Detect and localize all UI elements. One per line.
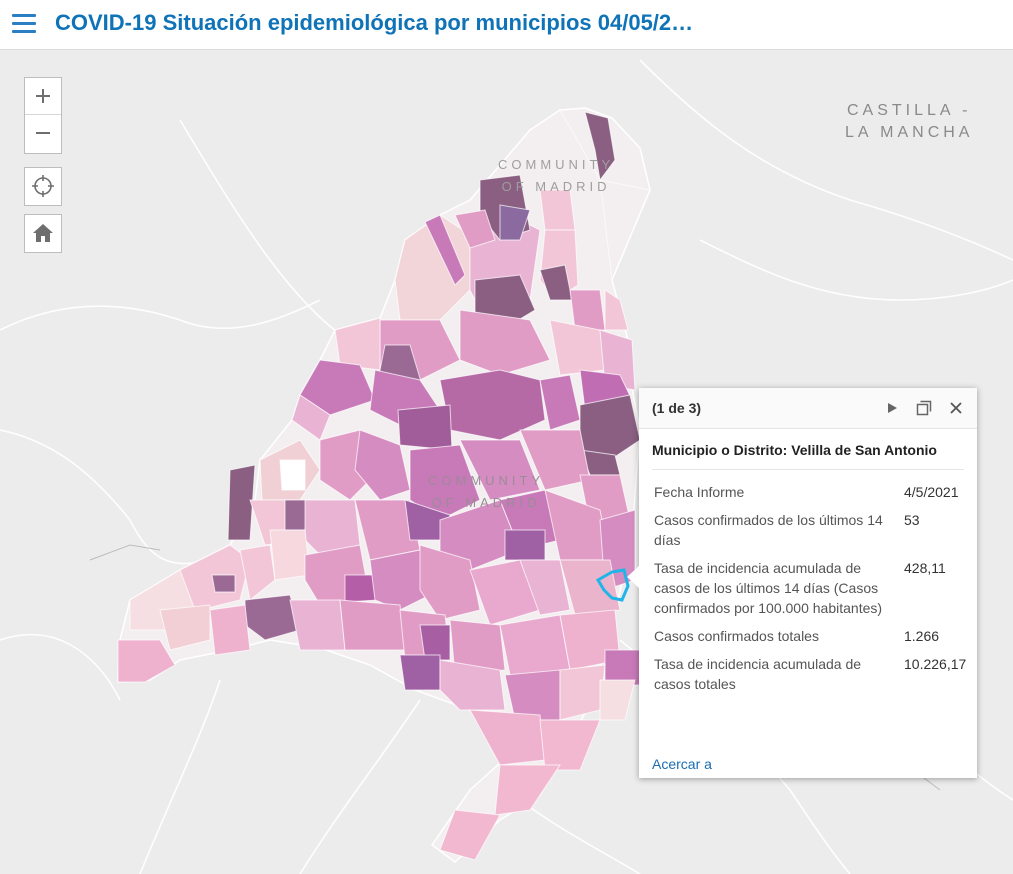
home-icon — [33, 224, 53, 242]
next-feature-button[interactable] — [881, 397, 903, 419]
maximize-icon — [916, 400, 932, 416]
region-label-castilla: CASTILLA - LA MANCHA — [845, 102, 974, 141]
attribute-label: Casos confirmados de los últimos 14 días — [654, 512, 883, 548]
region-label-madrid-center: COMMUNITY OF MADRID — [428, 473, 545, 510]
popup-feature-count: (1 de 3) — [652, 400, 702, 416]
crosshair-icon — [32, 175, 54, 197]
minus-icon — [36, 132, 50, 134]
close-popup-button[interactable] — [945, 397, 967, 419]
attribute-row: Fecha Informe 4/5/2021 — [654, 482, 972, 510]
attribute-row: Tasa de incidencia acumulada de casos de… — [654, 558, 972, 626]
close-icon — [950, 402, 962, 414]
zoom-in-button[interactable] — [25, 78, 61, 114]
home-control — [24, 214, 62, 253]
feature-popup: (1 de 3) Municipio o Distrito: Velilla d… — [639, 388, 977, 778]
attribute-table: Fecha Informe 4/5/2021 Casos confirmados… — [654, 482, 972, 702]
attribute-label: Casos confirmados totales — [654, 628, 819, 644]
attribute-value: 53 — [904, 512, 920, 528]
attribute-label: Fecha Informe — [654, 484, 745, 500]
attribute-value: 428,11 — [904, 560, 946, 576]
plus-icon — [36, 89, 50, 103]
attribute-label: Tasa de incidencia acumulada de casos de… — [654, 560, 883, 616]
attribute-value: 10.226,17 — [904, 656, 967, 672]
attribute-value: 1.266 — [904, 628, 940, 644]
popup-title: Municipio o Distrito: Velilla de San Ant… — [652, 442, 937, 458]
zoom-control — [24, 77, 62, 154]
popup-pointer — [627, 565, 640, 589]
zoom-out-button[interactable] — [25, 114, 61, 151]
region-label-madrid-north: COMMUNITY OF MADRID — [498, 157, 615, 194]
locate-control — [24, 167, 62, 206]
zoom-to-link[interactable]: Acercar a — [652, 756, 712, 772]
dock-button[interactable] — [913, 397, 935, 419]
hamburger-menu-icon[interactable] — [12, 14, 36, 34]
app-title: COVID-19 Situación epidemiológica por mu… — [55, 10, 694, 35]
popup-header: (1 de 3) — [639, 388, 977, 429]
play-next-icon — [888, 403, 897, 413]
locate-button[interactable] — [25, 168, 61, 204]
home-button[interactable] — [25, 215, 61, 251]
attribute-value: 4/5/2021 — [904, 484, 959, 500]
attribute-row: Casos confirmados de los últimos 14 días… — [654, 510, 972, 558]
attribute-row: Casos confirmados totales 1.266 — [654, 626, 972, 654]
attribute-row: Tasa de incidencia acumulada de casos to… — [654, 654, 972, 702]
attribute-label: Tasa de incidencia acumulada de casos to… — [654, 656, 862, 692]
popup-divider — [652, 469, 964, 470]
selected-municipality-outline — [595, 568, 630, 602]
app-header: COVID-19 Situación epidemiológica por mu… — [0, 0, 1013, 50]
